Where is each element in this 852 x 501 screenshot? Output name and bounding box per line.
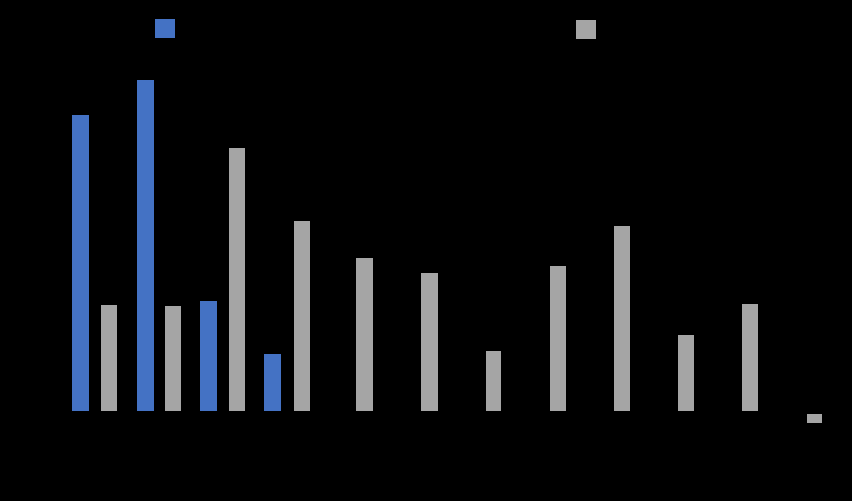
- bar: [264, 354, 281, 411]
- bar: [486, 351, 501, 411]
- bar: [294, 221, 310, 411]
- legend-swatch-series-2: [576, 19, 596, 39]
- bar: [807, 414, 822, 423]
- bar: [137, 80, 154, 411]
- bar: [614, 226, 630, 411]
- legend-swatch-series-1: [155, 18, 175, 38]
- bar: [72, 115, 89, 411]
- bar: [550, 266, 566, 411]
- bar: [165, 306, 181, 411]
- bar: [421, 273, 438, 411]
- legend-entry-series-2[interactable]: [576, 19, 602, 39]
- legend-entry-series-1[interactable]: [155, 18, 181, 38]
- bar: [742, 304, 758, 411]
- bar: [229, 148, 245, 411]
- bar: [101, 305, 117, 411]
- bar: [200, 301, 217, 411]
- chart-legend: [0, 0, 852, 56]
- bar: [356, 258, 373, 411]
- bar: [678, 335, 694, 411]
